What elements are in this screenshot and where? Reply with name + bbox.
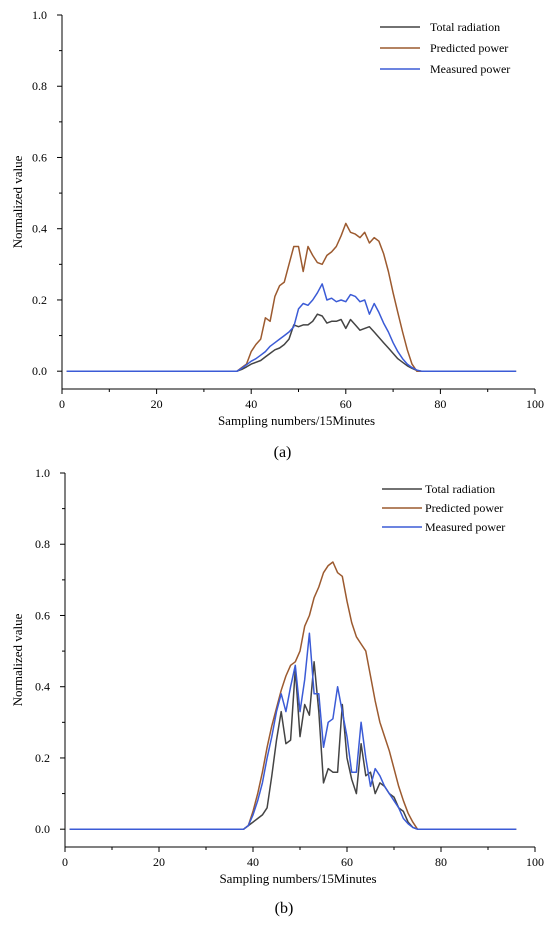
y-tick-label: 0.0 xyxy=(32,364,47,378)
figure-caption: (b) xyxy=(275,900,294,917)
y-tick-label: 0.6 xyxy=(35,608,50,622)
y-tick-label: 0.2 xyxy=(32,293,47,307)
y-tick-label: 1.0 xyxy=(35,466,50,480)
legend-label: Measured power xyxy=(425,520,505,534)
y-tick-label: 1.0 xyxy=(32,8,47,22)
x-tick-label: 20 xyxy=(151,397,163,411)
x-tick-label: 20 xyxy=(153,855,165,869)
x-axis-title: Sampling numbers/15Minutes xyxy=(218,413,375,428)
series-line-measured-power xyxy=(66,283,517,372)
y-tick-label: 0.8 xyxy=(32,79,47,93)
series-line-total-radiation xyxy=(66,313,517,372)
series-line-measured-power xyxy=(69,632,517,830)
x-axis-title: Sampling numbers/15Minutes xyxy=(219,871,376,886)
chart-panel-a: 0 20 40 60 80 100 0.0 0.2 0.4 0.6 0.8 1.0 Sampling n… xyxy=(10,8,544,461)
x-tick-label: 0 xyxy=(62,855,68,869)
y-tick-label: 0.4 xyxy=(35,680,50,694)
x-tick-label: 60 xyxy=(340,397,352,411)
x-tick-label: 60 xyxy=(341,855,353,869)
y-axis-title: Normalized value xyxy=(10,155,25,248)
legend-label: Predicted power xyxy=(425,501,503,515)
legend-label: Measured power xyxy=(430,62,510,76)
y-tick-label: 0.8 xyxy=(35,537,50,551)
y-axis-title: Normalized value xyxy=(10,613,25,706)
y-tick-label: 0.0 xyxy=(35,822,50,836)
x-tick-label: 0 xyxy=(59,397,65,411)
x-tick-label: 100 xyxy=(526,397,544,411)
y-tick-label: 0.2 xyxy=(35,751,50,765)
x-tick-label: 40 xyxy=(245,397,257,411)
series-line-total-radiation xyxy=(69,661,517,830)
y-tick-label: 0.6 xyxy=(32,150,47,164)
series-line-predicted-power xyxy=(66,222,517,372)
legend-label: Total radiation xyxy=(430,20,500,34)
x-tick-label: 40 xyxy=(247,855,259,869)
y-tick-label: 0.4 xyxy=(32,222,47,236)
x-tick-label: 80 xyxy=(434,397,446,411)
series-line-predicted-power xyxy=(69,561,517,830)
x-tick-label: 80 xyxy=(435,855,447,869)
legend-label: Predicted power xyxy=(430,41,508,55)
legend-label: Total radiation xyxy=(425,482,495,496)
x-tick-label: 100 xyxy=(526,855,544,869)
figure-caption: (a) xyxy=(274,444,292,461)
chart-panel-b: 0 20 40 60 80 100 0.0 0.2 0.4 0.6 0.8 1.0 Sampling n… xyxy=(10,466,544,917)
